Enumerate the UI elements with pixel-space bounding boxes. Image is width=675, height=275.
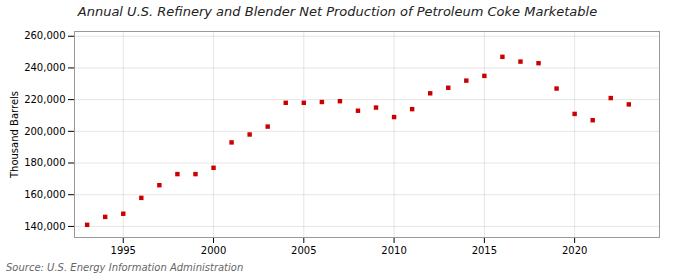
svg-text:200,000: 200,000	[24, 126, 65, 137]
svg-text:240,000: 240,000	[24, 62, 65, 73]
svg-text:260,000: 260,000	[24, 30, 65, 41]
svg-text:2020: 2020	[562, 245, 587, 256]
svg-text:220,000: 220,000	[24, 94, 65, 105]
svg-text:180,000: 180,000	[24, 157, 65, 168]
svg-text:2005: 2005	[291, 245, 316, 256]
svg-text:2015: 2015	[472, 245, 497, 256]
html-text:Source: U.S. Energy Informatio: Source: U.S. Energy Information Administ…	[6, 262, 244, 273]
svg-text:2010: 2010	[381, 245, 406, 256]
svg-text:2000: 2000	[201, 245, 226, 256]
svg-text:Thousand Barrels: Thousand Barrels	[9, 91, 20, 179]
svg-text:160,000: 160,000	[24, 189, 65, 200]
svg-text:140,000: 140,000	[24, 221, 65, 232]
svg-text:1995: 1995	[111, 245, 136, 256]
html-text:Annual U.S. Refinery and Blend: Annual U.S. Refinery and Blender Net Pro…	[77, 4, 598, 19]
